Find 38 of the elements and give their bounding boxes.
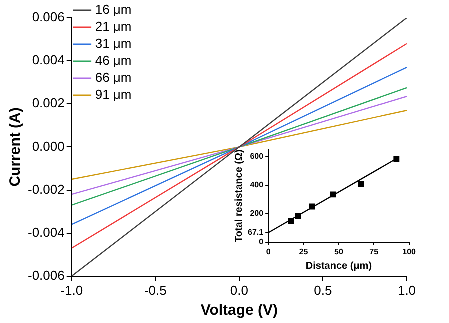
point (288, 218, 294, 224)
x-tick-label: 75 (370, 247, 380, 256)
x-tick-label: 0.5 (314, 282, 332, 298)
legend-label: 31 μm (95, 36, 132, 52)
y-tick-label: -0.006 (28, 268, 65, 283)
x-tick-label: 0 (266, 247, 272, 256)
y-axis-title: Current (A) (7, 108, 24, 187)
y-tick-label: -0.004 (28, 224, 65, 240)
legend-label: 91 μm (95, 87, 132, 102)
y-tick-label: -0.002 (28, 182, 65, 197)
y-tick-label: 200 (250, 209, 264, 218)
legend-label: 21 μm (95, 19, 132, 34)
y-tick-label: 0.002 (32, 96, 65, 111)
x-tick-label: 100 (402, 247, 417, 256)
legend-label: 16 μm (95, 2, 132, 18)
y-tick-label: 0.004 (32, 52, 65, 68)
legend-label: 46 μm (95, 53, 132, 68)
point (295, 213, 302, 220)
y-tick-label: 600 (250, 152, 264, 162)
x-tick-label: 0.0 (230, 282, 248, 298)
y-tick-label: 0 (259, 238, 264, 247)
y-tick-label: 67.1 (248, 228, 264, 238)
x-axis-title: Voltage (V) (200, 302, 278, 320)
x-tick-label: -0.5 (144, 282, 167, 298)
point (358, 181, 364, 187)
point (394, 156, 400, 162)
x-tick-label: -1.0 (60, 282, 84, 298)
point (330, 192, 336, 198)
y-tick-label: 400 (250, 180, 264, 190)
x-tick-label: 25 (299, 247, 309, 256)
x-tick-label: 1.0 (398, 282, 416, 298)
point (309, 204, 316, 210)
x-axis-title: Distance (μm) (306, 260, 372, 272)
y-axis-title: Total resistance (Ω) (234, 150, 245, 243)
y-tick-label: 0.000 (32, 138, 65, 154)
x-tick-label: 50 (334, 247, 344, 256)
legend-label: 66 μm (95, 70, 132, 86)
y-tick-label: 0.006 (32, 10, 65, 25)
